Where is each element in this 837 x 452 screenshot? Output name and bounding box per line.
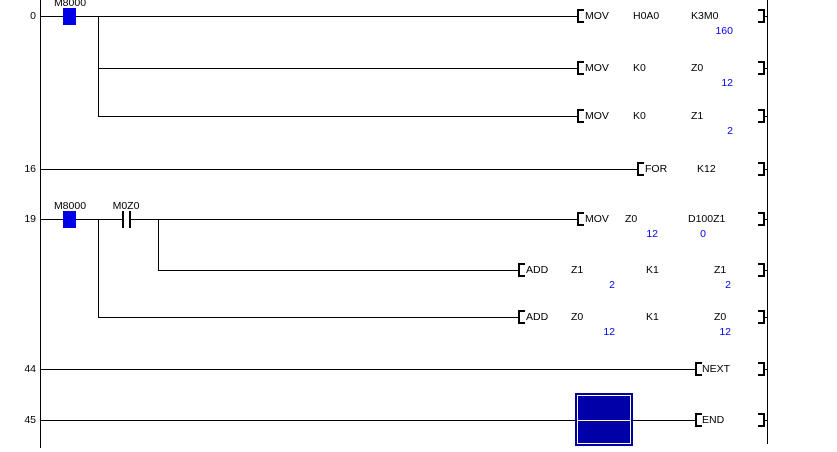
add1-operand-3[interactable]: Z1 [714,264,727,276]
wire [763,369,767,370]
instruction-bracket-right [756,9,765,23]
for-operand-1[interactable]: K12 [697,163,716,175]
rung-number-44: 44 [24,363,36,375]
add1-opcode[interactable]: ADD [526,264,549,276]
instruction-bracket-left [695,413,704,427]
next-opcode[interactable]: NEXT [702,363,731,375]
monitor-value: 12 [719,326,731,338]
monitor-value: 2 [725,279,731,291]
monitor-value: 12 [603,326,615,338]
wire [763,317,767,318]
instruction-bracket-left [577,212,586,226]
mov1-operand-1[interactable]: H0A0 [633,10,660,22]
mov1-opcode[interactable]: MOV [585,10,609,22]
instruction-bracket-left [577,109,586,123]
wire [763,16,767,17]
add2-opcode[interactable]: ADD [526,311,549,323]
contact-label: M8000 [53,200,87,212]
mov3-operand-1[interactable]: K0 [633,110,646,122]
wire [763,116,767,117]
wire [763,270,767,271]
wire [98,116,577,117]
mov3-operand-2[interactable]: Z1 [691,110,704,122]
wire [763,420,767,421]
rung-number-0: 0 [30,10,36,22]
instruction-bracket-right [756,212,765,226]
instruction-bracket-left [577,9,586,23]
instruction-bracket-right [756,310,765,324]
instruction-bracket-left [518,310,527,324]
wire [98,68,577,69]
monitor-value: 2 [609,279,615,291]
instruction-bracket-left [577,61,586,75]
rung-number-19: 19 [24,213,36,225]
wire [98,16,99,117]
left-power-rail [40,0,41,448]
wire [98,317,518,318]
end-opcode[interactable]: END [702,414,725,426]
wire [40,219,122,220]
rung-number-16: 16 [24,163,36,175]
rung-number-45: 45 [24,414,36,426]
wire [763,68,767,69]
wire [158,270,518,271]
instruction-bracket-left [637,162,646,176]
contact-m8000-rung19[interactable] [63,211,76,228]
mov2-operand-2[interactable]: Z0 [691,62,704,74]
instruction-bracket-left [518,263,527,277]
add1-operand-2[interactable]: K1 [646,264,659,276]
instruction-bracket-right [756,109,765,123]
monitor-value: 160 [715,25,733,37]
wire [40,420,695,421]
mov2-opcode[interactable]: MOV [585,62,609,74]
contact-m8000-rung0[interactable] [63,8,76,25]
add2-operand-3[interactable]: Z0 [714,311,727,323]
wire [131,219,577,220]
wire [40,369,695,370]
mov-opcode[interactable]: MOV [585,213,609,225]
contact-m0z0[interactable] [122,211,124,228]
instruction-bracket-right [756,162,765,176]
instruction-bracket-right [756,413,765,427]
right-power-rail [767,0,768,444]
instruction-bracket-right [756,263,765,277]
mov-operand-1[interactable]: Z0 [625,213,638,225]
monitor-value: 2 [727,125,733,137]
instruction-bracket-right [756,61,765,75]
add2-operand-1[interactable]: Z0 [571,311,584,323]
wire [578,420,630,421]
wire [40,169,637,170]
wire [763,169,767,170]
add1-operand-1[interactable]: Z1 [571,264,584,276]
contact-label: M8000 [53,0,87,9]
wire [40,16,577,17]
instruction-bracket-right [756,362,765,376]
monitor-value: 12 [646,228,658,240]
monitor-value: 12 [721,77,733,89]
for-opcode[interactable]: FOR [645,163,668,175]
edit-cursor[interactable] [575,393,633,446]
mov2-operand-1[interactable]: K0 [633,62,646,74]
wire [98,219,99,318]
mov3-opcode[interactable]: MOV [585,110,609,122]
wire [763,219,767,220]
mov-operand-2[interactable]: D100Z1 [688,213,726,225]
wire [158,219,159,271]
mov1-operand-2[interactable]: K3M0 [691,10,719,22]
monitor-value: 0 [700,228,706,240]
add2-operand-2[interactable]: K1 [646,311,659,323]
contact-label: M0Z0 [112,200,140,212]
instruction-bracket-left [695,362,704,376]
contact-m0z0[interactable] [129,211,131,228]
